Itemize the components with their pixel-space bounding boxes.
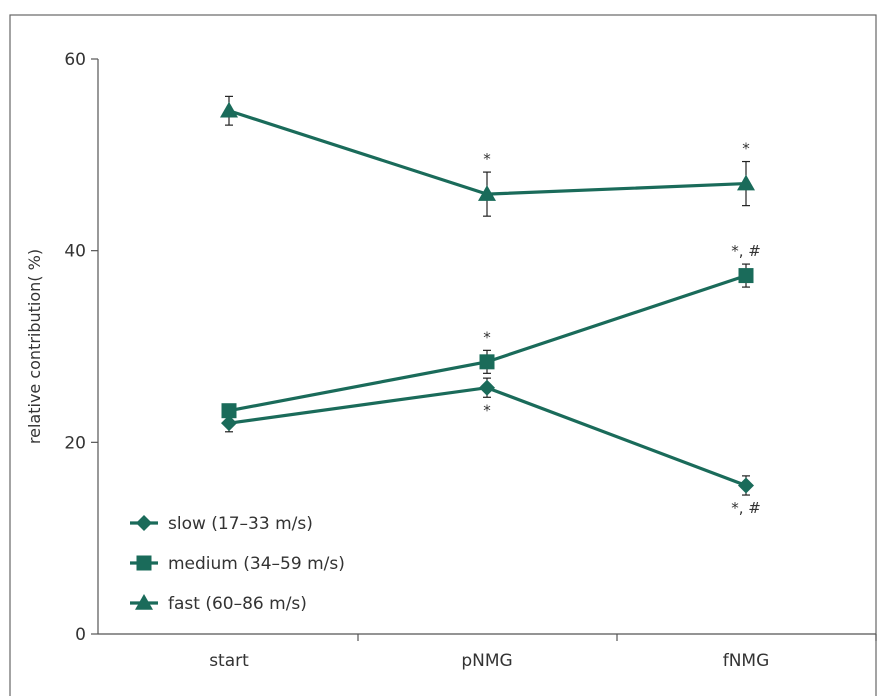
data-point-square bbox=[221, 403, 237, 419]
data-point-diamond bbox=[479, 379, 495, 396]
y-tick-label: 60 bbox=[64, 50, 86, 70]
significance-annotation: * bbox=[483, 401, 491, 419]
data-point-triangle bbox=[737, 174, 755, 191]
data-point-square bbox=[738, 268, 754, 284]
significance-annotation: * bbox=[483, 150, 491, 168]
data-point-triangle bbox=[220, 101, 238, 118]
series-triangle: ** bbox=[220, 95, 755, 217]
legend-item-diamond: slow (17–33 m/s) bbox=[130, 514, 313, 534]
significance-annotation: * bbox=[483, 328, 491, 346]
legend-marker-diamond bbox=[136, 515, 152, 531]
data-point-diamond bbox=[738, 477, 754, 494]
y-tick-label: 40 bbox=[64, 242, 86, 262]
data-point-square bbox=[479, 354, 495, 370]
significance-annotation: * bbox=[742, 140, 750, 158]
y-axis-label: relative contribution( %) bbox=[25, 249, 44, 444]
figure-frame bbox=[9, 14, 877, 696]
series-square: * *, # bbox=[221, 242, 761, 419]
legend-marker-square bbox=[136, 555, 152, 571]
legend-label: fast (60–86 m/s) bbox=[168, 594, 307, 614]
significance-annotation: *, # bbox=[731, 242, 761, 260]
axes: 0 20 40 60 start pNMG fNMG relative contributio… bbox=[25, 50, 877, 671]
series-diamond: * *, # bbox=[221, 377, 761, 517]
legend-label: slow (17–33 m/s) bbox=[168, 514, 313, 534]
x-tick-label-start: start bbox=[209, 651, 249, 671]
y-tick-label: 20 bbox=[64, 433, 86, 453]
data-point-triangle bbox=[478, 185, 496, 201]
legend-item-triangle: fast (60–86 m/s) bbox=[130, 594, 307, 614]
x-tick-label-fNMG: fNMG bbox=[723, 651, 770, 671]
legend-marker-triangle bbox=[135, 594, 153, 610]
legend-item-square: medium (34–59 m/s) bbox=[130, 554, 345, 574]
series-layer: **, #**, #** bbox=[220, 95, 761, 517]
data-point-diamond bbox=[221, 415, 237, 432]
significance-annotation: *, # bbox=[731, 499, 761, 517]
x-tick-label-pNMG: pNMG bbox=[461, 651, 512, 671]
y-tick-label: 0 bbox=[75, 625, 86, 645]
legend-label: medium (34–59 m/s) bbox=[168, 554, 345, 574]
legend: slow (17–33 m/s) medium (34–59 m/s) fast (… bbox=[130, 514, 345, 614]
